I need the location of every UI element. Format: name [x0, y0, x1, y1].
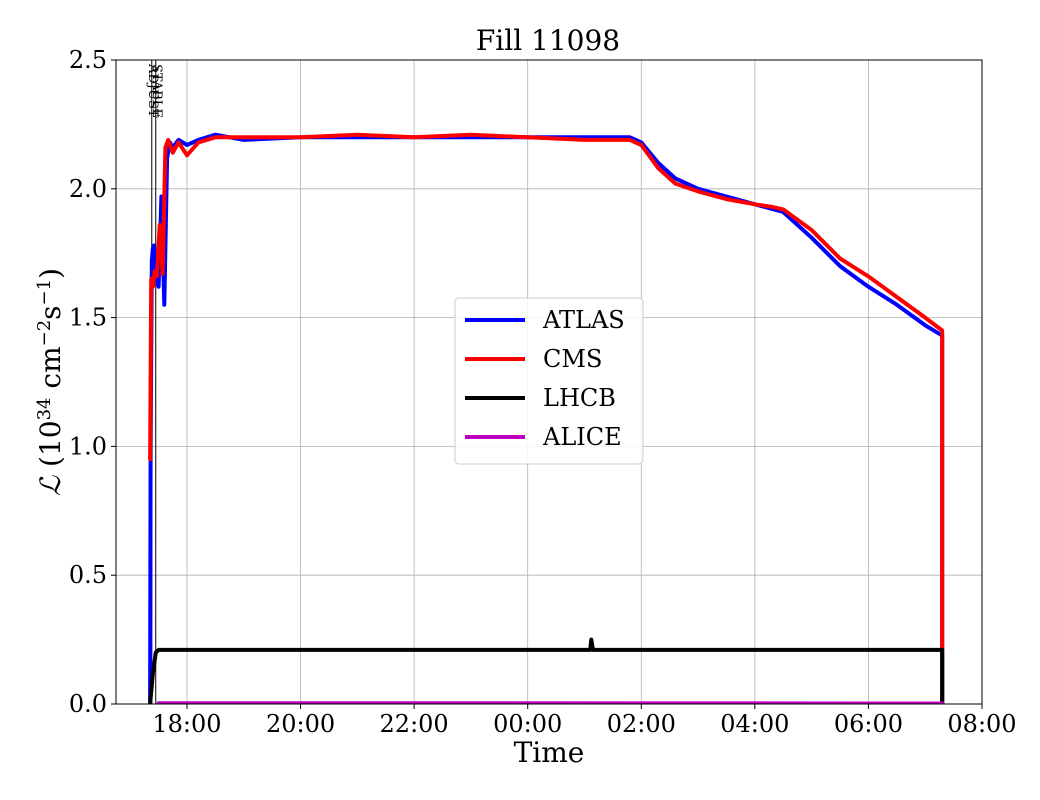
y-tick-label: 2.5	[69, 46, 107, 74]
series-line-lhcb	[148, 637, 945, 704]
legend-label-lhcb: LHCB	[543, 384, 616, 412]
x-tick-label: 04:00	[720, 710, 789, 738]
x-tick-label: 08:00	[947, 710, 1016, 738]
x-tick-label: 02:00	[607, 710, 676, 738]
x-axis-label: Time	[514, 736, 585, 769]
plot-frame	[115, 59, 983, 705]
y-axis-label: ℒ (1034 cm−2s−1)	[34, 268, 67, 496]
legend-label-atlas: ATLAS	[542, 306, 625, 334]
legend-label-alice: ALICE	[542, 423, 622, 451]
x-tick-label: 22:00	[380, 710, 449, 738]
chart-title: Fill 11098	[476, 24, 620, 57]
series-group	[148, 132, 945, 704]
x-tick-label: 06:00	[834, 710, 903, 738]
legend-label-cms: CMS	[543, 345, 602, 373]
y-tick-label: 2.0	[69, 175, 107, 203]
y-tick-label: 0.5	[69, 561, 107, 589]
phase-label-stable: STABLE	[149, 64, 164, 118]
x-axis-ticks: 18:00 20:00 22:00 00:00 02:00 04:00 06:00 08:00	[152, 704, 1017, 738]
series-line-cms	[148, 132, 945, 704]
y-tick-label: 1.0	[69, 432, 107, 460]
y-axis-ticks: 0.0 0.5 1.0 1.5 2.0 2.5	[69, 46, 116, 718]
x-tick-label: 20:00	[266, 710, 335, 738]
y-tick-label: 1.5	[69, 304, 107, 332]
x-tick-label: 00:00	[493, 710, 562, 738]
x-tick-label: 18:00	[152, 710, 221, 738]
legend-box	[454, 297, 644, 465]
y-tick-label: 0.0	[69, 690, 107, 718]
legend: ATLAS CMS LHCB ALICE	[454, 297, 644, 465]
